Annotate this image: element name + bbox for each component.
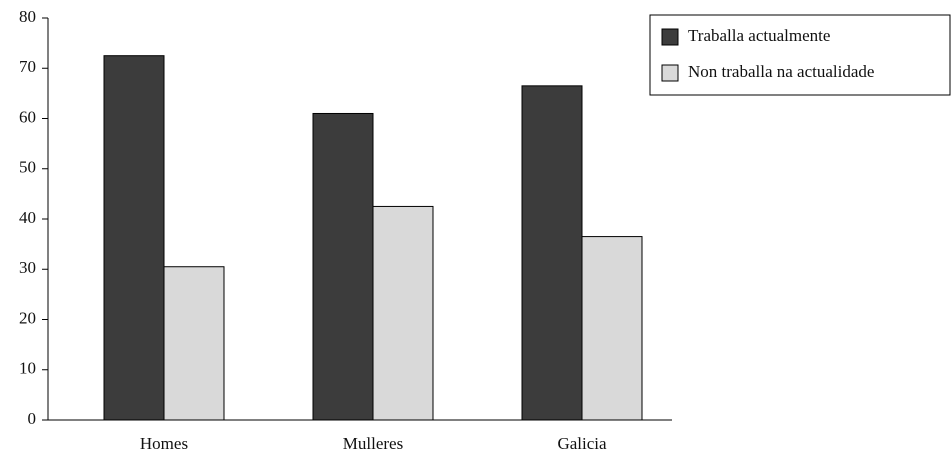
x-tick-label: Mulleres (343, 434, 403, 453)
bar (163, 266, 225, 421)
y-tick-label: 70 (19, 57, 36, 76)
y-tick-label: 40 (19, 208, 36, 227)
legend-swatch (661, 64, 679, 82)
legend-label: Traballa actualmente (688, 26, 830, 45)
bar (103, 55, 165, 421)
x-tick-label: Homes (140, 434, 188, 453)
bar (372, 205, 434, 421)
x-tick-label: Galicia (557, 434, 607, 453)
y-tick-label: 20 (19, 308, 36, 327)
legend-label: Non traballa na actualidade (688, 62, 874, 81)
y-tick-label: 80 (19, 7, 36, 26)
bar (521, 85, 583, 421)
y-tick-label: 0 (28, 409, 37, 428)
legend-box (649, 14, 951, 96)
bar (312, 112, 374, 421)
y-tick-label: 50 (19, 158, 36, 177)
y-tick-label: 30 (19, 258, 36, 277)
legend-swatch (661, 28, 679, 46)
y-tick-label: 60 (19, 107, 36, 126)
y-tick-label: 10 (19, 359, 36, 378)
bar (581, 236, 643, 421)
